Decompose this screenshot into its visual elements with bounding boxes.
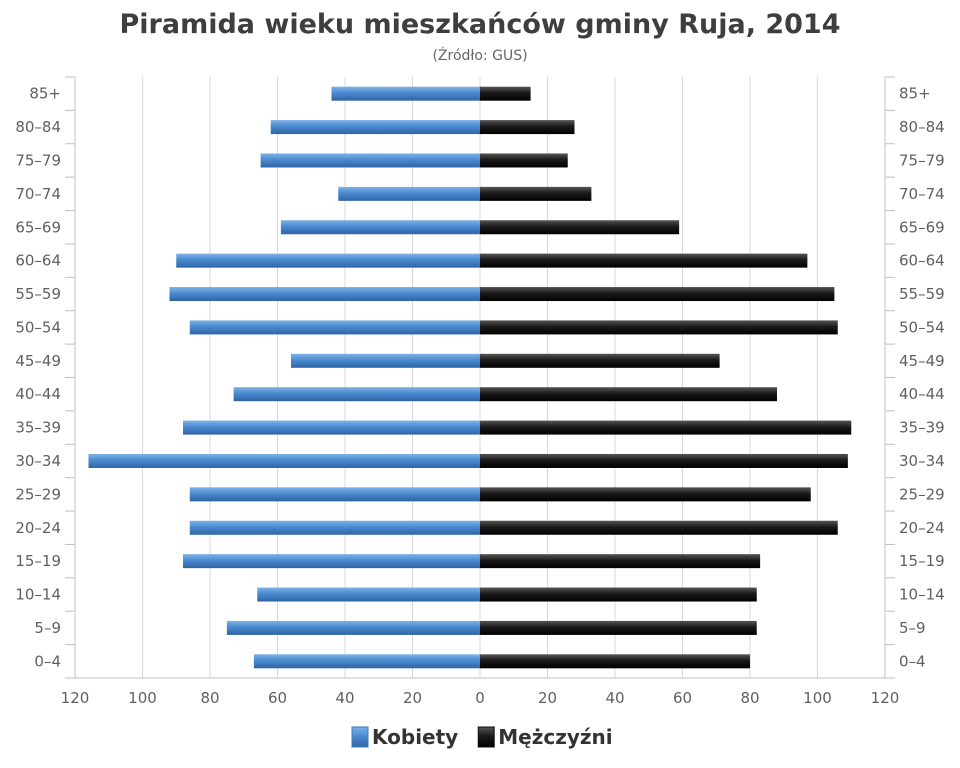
- age-group-label-right: 85+: [899, 85, 931, 103]
- age-group-label-right: 75–79: [899, 151, 945, 169]
- bar-kobiety[interactable]: [257, 587, 480, 602]
- bar-mezczyzni[interactable]: [480, 320, 838, 335]
- bar-mezczyzni[interactable]: [480, 520, 838, 535]
- bar-kobiety[interactable]: [226, 620, 480, 635]
- legend-label: Mężczyźni: [498, 725, 612, 749]
- age-group-label-left: 80–84: [15, 118, 61, 136]
- age-group-label-left: 60–64: [15, 252, 61, 270]
- age-group-label-left: 55–59: [15, 285, 61, 303]
- bar-kobiety[interactable]: [260, 153, 480, 168]
- bar-kobiety[interactable]: [183, 420, 480, 435]
- bar-mezczyzni[interactable]: [480, 287, 835, 302]
- bars: [88, 86, 852, 669]
- x-tick-label: 40: [335, 689, 354, 707]
- bar-kobiety[interactable]: [189, 320, 480, 335]
- age-group-label-right: 35–39: [899, 419, 945, 437]
- age-group-label-right: 10–14: [899, 586, 945, 604]
- x-tick-label: 120: [871, 689, 900, 707]
- bar-kobiety[interactable]: [338, 186, 480, 201]
- bar-kobiety[interactable]: [176, 253, 480, 268]
- bar-mezczyzni[interactable]: [480, 253, 808, 268]
- x-tick-label: 80: [200, 689, 219, 707]
- legend-item-mezczyzni[interactable]: Mężczyźni: [477, 725, 613, 749]
- bar-kobiety[interactable]: [88, 453, 481, 468]
- age-group-label-left: 50–54: [15, 318, 61, 336]
- age-group-label-right: 5–9: [899, 619, 926, 637]
- bar-mezczyzni[interactable]: [480, 420, 852, 435]
- legend[interactable]: Kobiety Mężczyźni: [351, 725, 613, 749]
- age-group-label-right: 60–64: [899, 252, 945, 270]
- x-tick-label: 100: [128, 689, 157, 707]
- age-group-label-left: 30–34: [15, 452, 61, 470]
- age-group-label-right: 25–29: [899, 485, 945, 503]
- age-group-label-left: 85+: [29, 85, 61, 103]
- age-group-label-left: 65–69: [15, 218, 61, 236]
- age-group-label-left: 10–14: [15, 586, 61, 604]
- bar-kobiety[interactable]: [280, 220, 480, 235]
- bar-kobiety[interactable]: [189, 520, 480, 535]
- age-group-label-right: 15–19: [899, 552, 945, 570]
- bar-kobiety[interactable]: [233, 387, 480, 402]
- bar-mezczyzni[interactable]: [480, 387, 777, 402]
- x-tick-label: 20: [403, 689, 422, 707]
- bar-mezczyzni[interactable]: [480, 353, 720, 368]
- bar-mezczyzni[interactable]: [480, 620, 757, 635]
- age-group-label-right: 30–34: [899, 452, 945, 470]
- legend-item-kobiety[interactable]: Kobiety: [351, 725, 458, 749]
- legend-label: Kobiety: [372, 725, 458, 749]
- age-group-label-right: 55–59: [899, 285, 945, 303]
- bar-mezczyzni[interactable]: [480, 587, 757, 602]
- age-group-label-right: 45–49: [899, 352, 945, 370]
- age-group-label-left: 75–79: [15, 151, 61, 169]
- x-tick-label: 20: [538, 689, 557, 707]
- bar-mezczyzni[interactable]: [480, 220, 680, 235]
- bar-mezczyzni[interactable]: [480, 120, 575, 135]
- age-group-label-right: 20–24: [899, 519, 945, 537]
- age-group-label-right: 70–74: [899, 185, 945, 203]
- legend-swatch: [477, 726, 495, 748]
- age-group-label-left: 5–9: [34, 619, 61, 637]
- age-group-label-left: 25–29: [15, 485, 61, 503]
- age-group-label-right: 50–54: [899, 318, 945, 336]
- age-group-label-left: 0–4: [34, 652, 61, 670]
- age-group-label-left: 70–74: [15, 185, 61, 203]
- x-tick-label: 120: [61, 689, 90, 707]
- age-group-label-left: 20–24: [15, 519, 61, 537]
- chart-subtitle: (Źródło: GUS): [432, 46, 527, 64]
- bar-mezczyzni[interactable]: [480, 654, 750, 669]
- bar-mezczyzni[interactable]: [480, 453, 848, 468]
- chart-title: Piramida wieku mieszkańców gminy Ruja, 2…: [119, 9, 840, 40]
- category-labels: 85+ 85+ 80–84 80–84 75–79 75–79 70–74 70–74 65–6…: [15, 85, 944, 671]
- bar-kobiety[interactable]: [189, 487, 480, 502]
- bar-kobiety[interactable]: [291, 353, 480, 368]
- bar-kobiety[interactable]: [270, 120, 480, 135]
- age-group-label-right: 65–69: [899, 218, 945, 236]
- age-group-label-left: 35–39: [15, 419, 61, 437]
- age-group-label-left: 40–44: [15, 385, 61, 403]
- x-tick-label: 40: [605, 689, 624, 707]
- axes: [65, 76, 895, 679]
- x-tick-label: 60: [268, 689, 287, 707]
- bar-mezczyzni[interactable]: [480, 487, 811, 502]
- age-group-label-right: 0–4: [899, 652, 926, 670]
- bar-kobiety[interactable]: [183, 554, 480, 569]
- age-group-label-right: 40–44: [899, 385, 945, 403]
- bar-kobiety[interactable]: [331, 86, 481, 101]
- x-tick-label: 80: [740, 689, 759, 707]
- x-tick-label: 0: [475, 689, 485, 707]
- bar-mezczyzni[interactable]: [480, 554, 761, 569]
- x-tick-label: 60: [673, 689, 692, 707]
- age-group-label-left: 15–19: [15, 552, 61, 570]
- age-group-label-left: 45–49: [15, 352, 61, 370]
- bar-mezczyzni[interactable]: [480, 153, 568, 168]
- bar-mezczyzni[interactable]: [480, 186, 592, 201]
- bar-kobiety[interactable]: [253, 654, 480, 669]
- bar-mezczyzni[interactable]: [480, 86, 531, 101]
- age-group-label-right: 80–84: [899, 118, 945, 136]
- x-tick-labels: 120 100 80 60 40 20 0 20 40 60 80 100 120: [61, 689, 900, 707]
- bar-kobiety[interactable]: [169, 287, 481, 302]
- legend-swatch: [351, 726, 369, 748]
- x-tick-label: 100: [803, 689, 832, 707]
